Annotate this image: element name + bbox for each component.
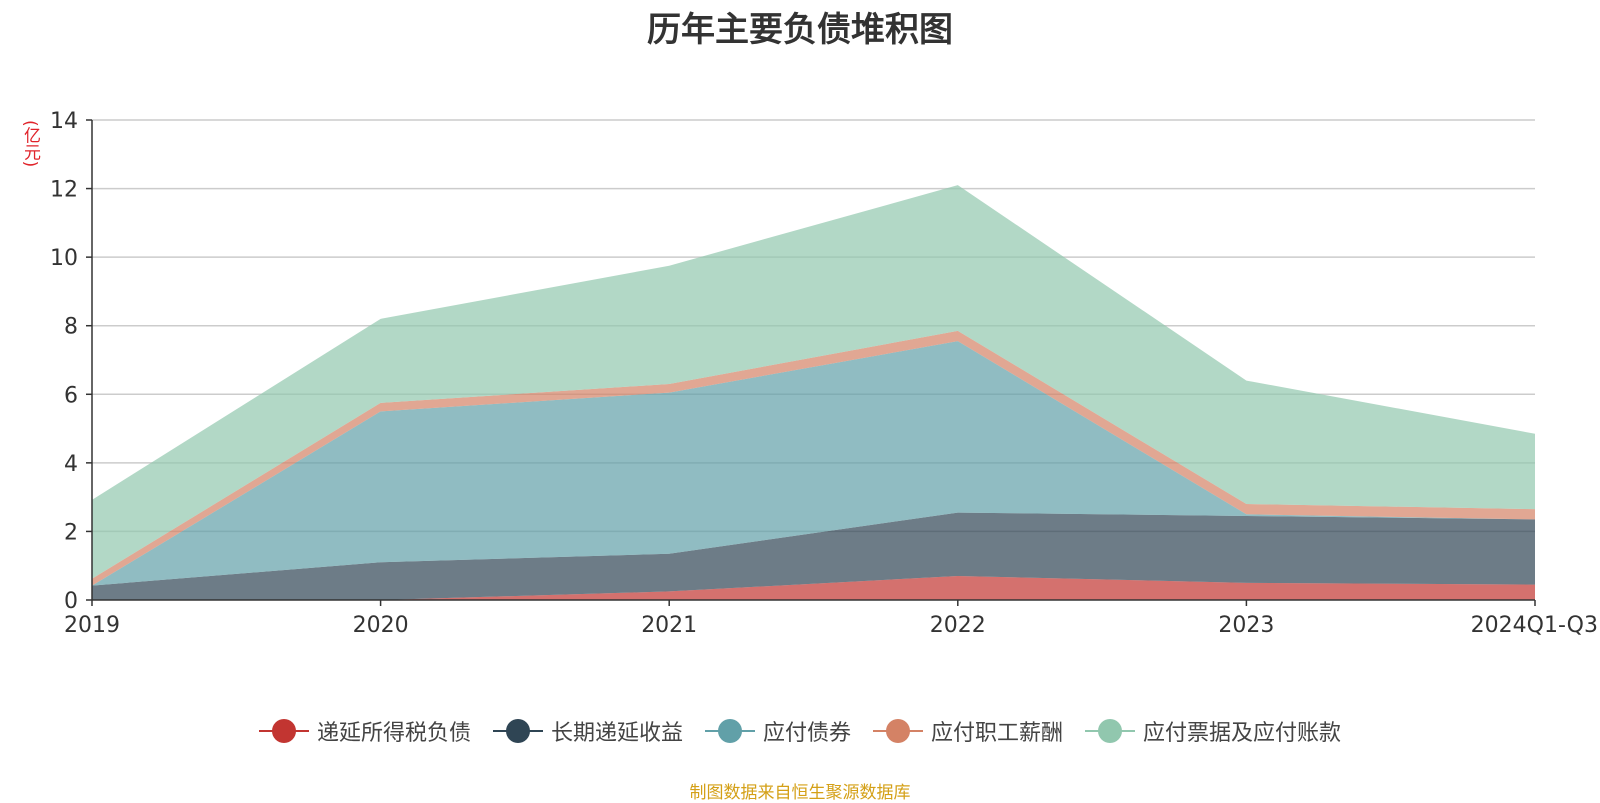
x-tick-label: 2022 [930,613,986,638]
legend-item[interactable]: 递延所得税负债 [258,715,471,747]
legend-label: 长期递延收益 [550,721,683,746]
y-tick-label: 0 [64,589,78,614]
y-tick-label: 12 [50,178,78,203]
area-series-3 [92,341,1535,586]
area-series-2 [92,512,1535,600]
y-tick-label: 2 [64,520,78,545]
stacked-areas [92,185,1535,600]
legend-item[interactable]: 应付职工薪酬 [873,715,1063,747]
area-series-1 [92,576,1535,600]
x-tick-label: 2023 [1218,613,1274,638]
legend: 递延所得税负债 长期递延收益 应付债券 应付职工薪酬 应付票据及应付账款 [0,715,1600,747]
source-note: 制图数据来自恒生聚源数据库 [689,783,911,803]
y-tick-label: 4 [64,452,78,477]
legend-item[interactable]: 应付票据及应付账款 [1085,715,1341,747]
legend-marker-icon [873,718,923,744]
legend-label: 应付债券 [762,721,851,746]
legend-label: 应付票据及应付账款 [1143,721,1342,746]
y-tick-label: 10 [50,246,78,271]
legend-marker-icon [1085,718,1136,744]
legend-item[interactable]: 长期递延收益 [492,715,683,747]
x-tick-label: 2021 [641,613,697,638]
y-axis-unit-label: (亿元) [20,120,40,168]
area-series-5 [92,185,1535,579]
chart-title: 历年主要负债堆积图 [647,10,953,50]
legend-marker-icon [704,718,755,744]
legend-marker-icon [258,718,309,744]
legend-label: 应付职工薪酬 [931,721,1064,746]
x-tick-label: 2019 [64,613,120,638]
legend-label: 递延所得税负债 [316,721,471,746]
axes: 0 2 4 6 8 10 12 14 2019 2020 2021 2022 2023 2024Q1-Q3 [50,109,1598,638]
x-tick-label: 2024Q1-Q3 [1471,613,1598,638]
legend-marker-icon [492,718,543,744]
x-tick-label: 2020 [353,613,409,638]
y-tick-label: 14 [50,109,78,134]
y-tick-label: 8 [64,315,78,340]
y-tick-label: 6 [64,383,78,408]
legend-item[interactable]: 应付债券 [704,715,851,747]
